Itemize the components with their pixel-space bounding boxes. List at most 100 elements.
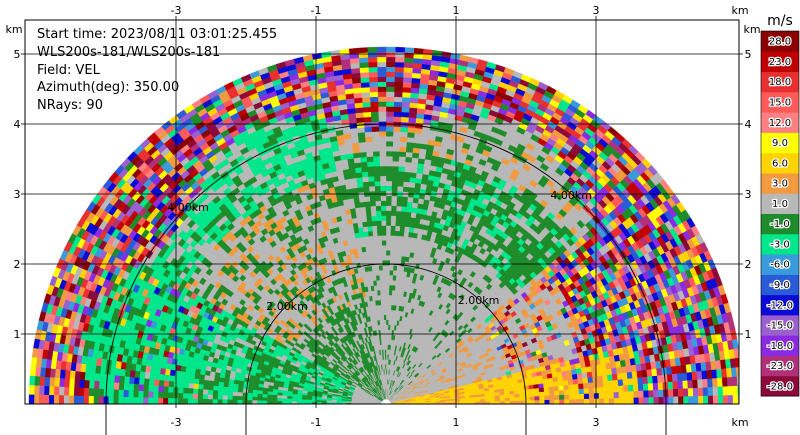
velocity-cell (379, 289, 384, 296)
velocity-cell (558, 389, 565, 396)
velocity-cell (623, 391, 630, 399)
velocity-cell (400, 210, 407, 217)
velocity-cell (385, 175, 393, 182)
velocity-cell (395, 220, 401, 227)
velocity-cell (613, 397, 620, 404)
velocity-cell (519, 392, 525, 398)
velocity-cell (648, 396, 655, 404)
velocity-cell (400, 126, 409, 133)
velocity-cell (618, 391, 625, 399)
velocity-cell (365, 210, 372, 217)
velocity-cell (398, 240, 404, 247)
velocity-cell (354, 102, 363, 109)
velocity-cell (633, 390, 640, 398)
velocity-cell (404, 156, 413, 163)
velocity-cell (583, 393, 590, 400)
velocity-cell (676, 372, 683, 382)
velocity-cell (383, 319, 387, 325)
velocity-cell (707, 378, 714, 388)
velocity-cell (359, 151, 367, 158)
velocity-cell (379, 145, 387, 152)
velocity-cell (377, 76, 387, 83)
velocity-cell (632, 377, 639, 385)
velocity-cell (372, 150, 380, 157)
velocity-cell (373, 160, 381, 167)
velocity-cell (358, 141, 367, 148)
velocity-cell (691, 371, 698, 381)
velocity-cell (377, 86, 387, 92)
velocity-cell (607, 379, 614, 387)
velocity-cell (682, 387, 689, 397)
velocity-cell (367, 46, 378, 53)
velocity-cell (403, 226, 410, 233)
velocity-cell (402, 241, 408, 247)
velocity-cell (393, 111, 402, 118)
velocity-cell (403, 176, 411, 183)
velocity-cell (652, 375, 659, 384)
velocity-cell (374, 180, 381, 187)
velocity-cell (354, 207, 362, 214)
velocity-cell (683, 395, 689, 404)
velocity-cell (379, 284, 384, 291)
velocity-cell (361, 96, 371, 103)
velocity-cell (484, 398, 491, 402)
velocity-cell (385, 136, 394, 142)
velocity-cell (404, 216, 411, 223)
velocity-cell (392, 265, 398, 271)
velocity-cell (403, 67, 413, 74)
velocity-cell (474, 398, 481, 402)
velocity-cell (374, 190, 381, 197)
velocity-cell (410, 207, 418, 214)
velocity-cell (391, 170, 399, 177)
velocity-cell (376, 46, 387, 53)
velocity-cell (637, 376, 644, 385)
velocity-cell (408, 226, 415, 233)
velocity-cell (362, 106, 371, 113)
velocity-cell (392, 155, 400, 162)
velocity-cell (390, 230, 396, 236)
velocity-cell (402, 81, 412, 88)
velocity-cell (673, 396, 679, 404)
velocity-cell (385, 195, 392, 202)
velocity-cell (409, 221, 415, 228)
velocity-cell (380, 215, 387, 221)
velocity-cell (372, 230, 378, 237)
velocity-cell (637, 383, 644, 392)
velocity-cell (385, 324, 389, 330)
velocity-cell (712, 386, 719, 396)
velocity-cell (385, 140, 394, 147)
velocity-cell (578, 393, 585, 400)
velocity-cell (732, 394, 739, 404)
velocity-cell (373, 245, 379, 252)
velocity-cell (389, 250, 395, 256)
velocity-cell (388, 299, 392, 306)
velocity-cell (385, 86, 395, 92)
velocity-cell (385, 245, 391, 251)
velocity-cell (383, 304, 387, 310)
velocity-cell (549, 399, 555, 404)
velocity-cell (368, 81, 378, 88)
velocity-cell (378, 269, 383, 276)
velocity-cell (360, 166, 368, 173)
velocity-cell (391, 190, 398, 197)
velocity-cell (380, 200, 387, 206)
velocity-cell (543, 390, 550, 396)
velocity-cell (613, 385, 619, 393)
velocity-cell (388, 294, 392, 301)
velocity-cell (666, 373, 673, 383)
velocity-cell (569, 398, 575, 404)
velocity-cell (364, 131, 373, 138)
velocity-cell (389, 264, 394, 271)
velocity-cell (648, 389, 654, 398)
velocity-cell (381, 245, 387, 251)
velocity-cell (400, 255, 406, 262)
velocity-cell (382, 269, 387, 276)
velocity-cell (385, 255, 391, 261)
velocity-cell (405, 246, 412, 253)
velocity-cell (362, 181, 370, 188)
velocity-cell (706, 369, 713, 379)
velocity-cell (385, 155, 393, 162)
velocity-cell (385, 111, 394, 117)
velocity-cell (398, 161, 406, 167)
velocity-cell (628, 390, 635, 398)
